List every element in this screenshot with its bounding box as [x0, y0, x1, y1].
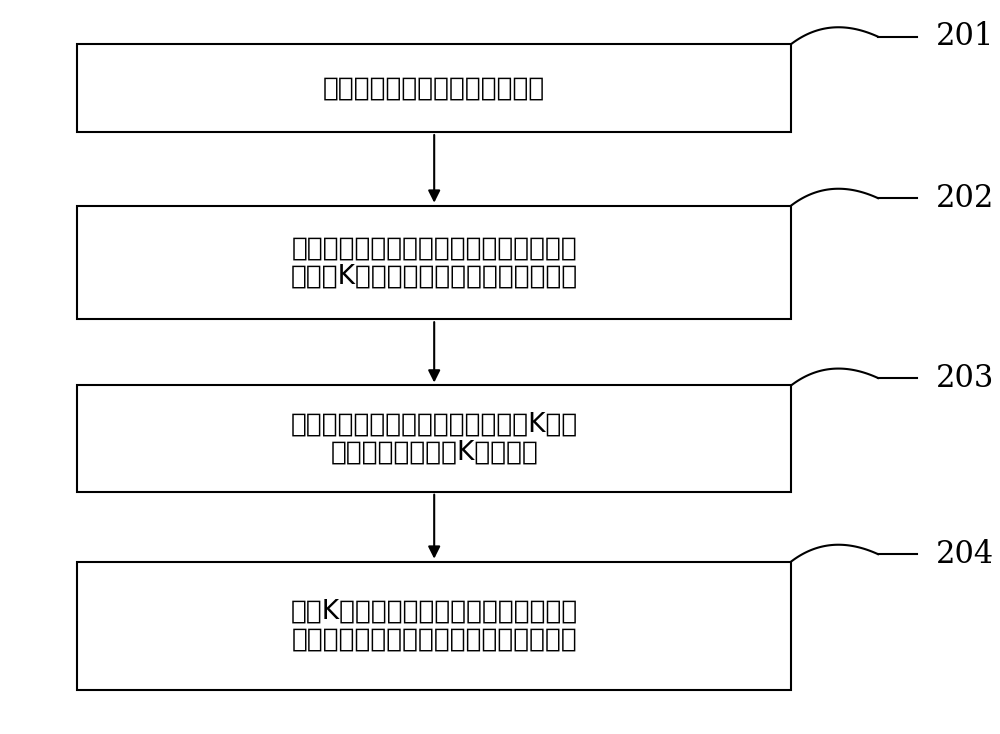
Text: 磁共振图像分离出感兴趣体素的波谱图像: 磁共振图像分离出感兴趣体素的波谱图像	[291, 627, 577, 653]
Text: 202: 202	[936, 183, 994, 214]
Text: 的相应位置中生成K空间数据: 的相应位置中生成K空间数据	[330, 440, 538, 465]
FancyBboxPatch shape	[77, 206, 791, 319]
FancyBboxPatch shape	[77, 44, 791, 132]
FancyBboxPatch shape	[77, 562, 791, 690]
Text: 重设置K空间中每个填充位置的采集次数: 重设置K空间中每个填充位置的采集次数	[291, 264, 578, 289]
Text: 根据K空间数据生成磁共振图像，并根据: 根据K空间数据生成磁共振图像，并根据	[291, 599, 578, 625]
Text: 201: 201	[936, 21, 994, 52]
Text: 203: 203	[936, 363, 994, 393]
Text: 204: 204	[936, 539, 994, 570]
Text: 采用预设扫描序列进行多次扫描: 采用预设扫描序列进行多次扫描	[323, 75, 545, 101]
Text: 将多次采集到的响应信号，填充到K空间: 将多次采集到的响应信号，填充到K空间	[291, 412, 578, 437]
Text: 采集每次扫描的响应信号，且按照预设权: 采集每次扫描的响应信号，且按照预设权	[291, 236, 577, 261]
FancyBboxPatch shape	[77, 385, 791, 492]
